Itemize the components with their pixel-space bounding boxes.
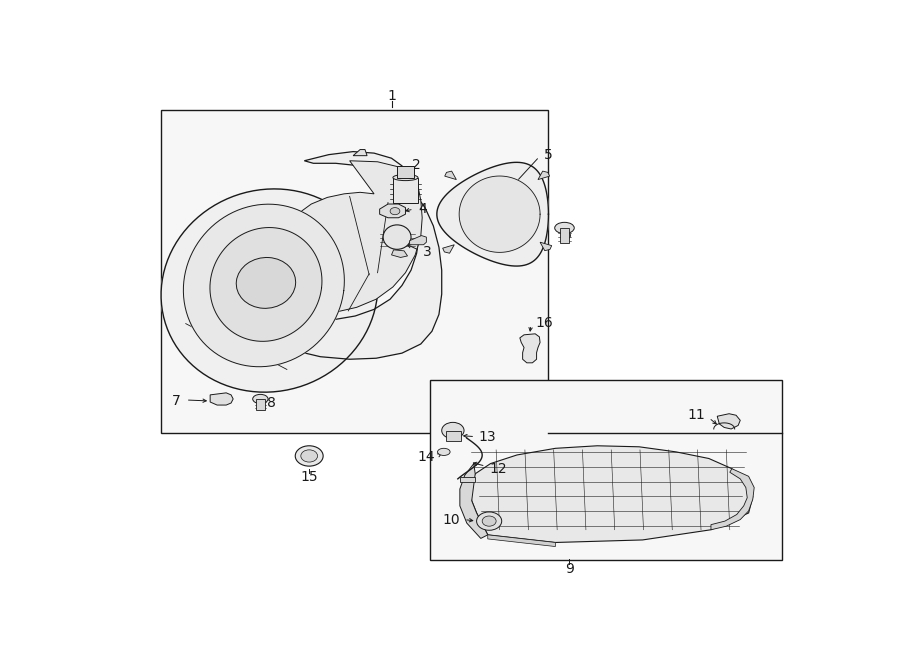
- Polygon shape: [259, 161, 422, 315]
- Circle shape: [301, 450, 318, 462]
- Text: 10: 10: [443, 512, 461, 527]
- Bar: [256, 399, 265, 410]
- Polygon shape: [436, 163, 548, 266]
- Text: 5: 5: [544, 147, 553, 162]
- Ellipse shape: [437, 448, 450, 455]
- Bar: [446, 430, 461, 441]
- Polygon shape: [520, 334, 540, 363]
- Text: 1: 1: [387, 89, 396, 102]
- Text: 4: 4: [418, 202, 427, 216]
- Text: 2: 2: [412, 158, 421, 172]
- Text: 13: 13: [478, 430, 496, 444]
- Text: 7: 7: [172, 394, 181, 408]
- Polygon shape: [717, 414, 740, 429]
- Ellipse shape: [253, 395, 268, 403]
- Polygon shape: [540, 242, 552, 251]
- Text: 14: 14: [417, 450, 435, 464]
- Polygon shape: [488, 535, 555, 547]
- Bar: [393, 178, 418, 203]
- Bar: [430, 379, 782, 561]
- Circle shape: [295, 446, 323, 466]
- Text: 16: 16: [536, 315, 553, 330]
- Text: 3: 3: [423, 245, 432, 259]
- Bar: [161, 110, 548, 433]
- Polygon shape: [445, 171, 456, 180]
- Text: 9: 9: [565, 562, 574, 576]
- Polygon shape: [380, 204, 406, 217]
- Polygon shape: [460, 463, 488, 539]
- Polygon shape: [184, 204, 345, 367]
- Circle shape: [390, 208, 400, 215]
- Polygon shape: [241, 151, 442, 360]
- Polygon shape: [210, 227, 322, 341]
- Bar: [460, 477, 475, 483]
- Circle shape: [482, 516, 496, 526]
- Bar: [560, 228, 570, 243]
- Polygon shape: [353, 149, 367, 156]
- Ellipse shape: [554, 222, 574, 233]
- Text: 12: 12: [490, 461, 507, 476]
- Circle shape: [442, 422, 464, 439]
- Ellipse shape: [383, 225, 411, 249]
- Polygon shape: [392, 250, 408, 258]
- Text: 11: 11: [688, 408, 706, 422]
- Circle shape: [477, 512, 501, 530]
- Polygon shape: [470, 446, 752, 543]
- Polygon shape: [711, 469, 754, 529]
- Polygon shape: [410, 235, 427, 245]
- Polygon shape: [210, 393, 233, 405]
- Polygon shape: [459, 176, 540, 253]
- Text: 6: 6: [563, 228, 572, 242]
- Polygon shape: [538, 171, 550, 180]
- Ellipse shape: [237, 258, 295, 308]
- Ellipse shape: [393, 175, 418, 180]
- Polygon shape: [443, 245, 454, 253]
- Text: 15: 15: [301, 471, 318, 485]
- Text: 8: 8: [267, 395, 276, 410]
- Bar: [397, 167, 414, 178]
- Polygon shape: [161, 189, 378, 392]
